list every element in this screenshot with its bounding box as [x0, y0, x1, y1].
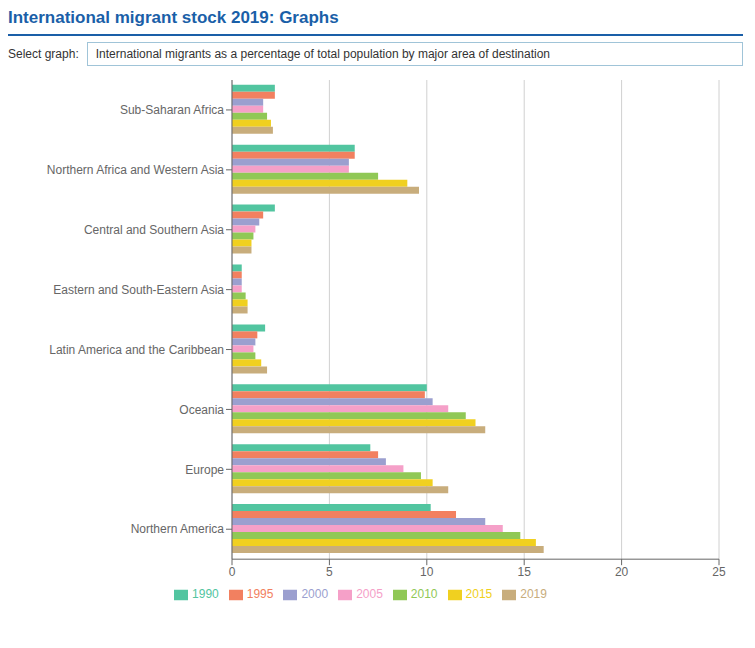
svg-text:Oceania: Oceania — [179, 403, 224, 417]
svg-text:0: 0 — [229, 565, 236, 579]
html-text:Select graph:: Select graph: — [8, 47, 79, 61]
html-text:2010: 2010 — [410, 587, 438, 602]
html-text:2000: 2000 — [301, 587, 329, 602]
svg-text:Europe: Europe — [185, 463, 224, 477]
html-text:International migrants as a pe: International migrants as a percentage o… — [95, 47, 550, 61]
svg-text:20: 20 — [615, 565, 629, 579]
html-text:2015: 2015 — [465, 587, 493, 602]
html-text:1995: 1995 — [246, 587, 274, 602]
html-text:2019: 2019 — [520, 587, 547, 602]
svg-text:Eastern and South-Eastern Asia: Eastern and South-Eastern Asia — [53, 283, 224, 297]
html-text:2005: 2005 — [356, 587, 383, 602]
svg-text:Latin America and the Caribbea: Latin America and the Caribbean — [49, 343, 224, 357]
html-text:International migrant stock 20: International migrant stock 2019: Graphs — [8, 8, 339, 27]
svg-text:Northern America: Northern America — [131, 522, 225, 536]
html-text:1990: 1990 — [192, 587, 219, 602]
svg-text:10: 10 — [420, 565, 434, 579]
svg-text:5: 5 — [326, 565, 333, 579]
svg-text:Northern Africa and Western As: Northern Africa and Western Asia — [47, 163, 225, 177]
svg-text:25: 25 — [712, 565, 726, 579]
svg-text:Sub-Saharan Africa: Sub-Saharan Africa — [120, 103, 224, 117]
svg-text:Central and Southern Asia: Central and Southern Asia — [84, 223, 224, 237]
svg-text:15: 15 — [518, 565, 532, 579]
